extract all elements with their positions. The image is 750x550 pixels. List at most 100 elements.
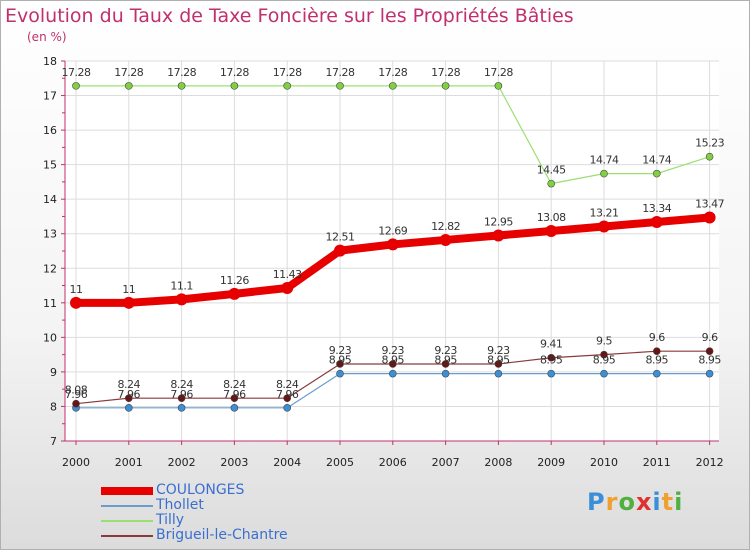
data-point — [125, 394, 133, 402]
legend-label: Thollet — [156, 497, 204, 513]
data-point — [652, 369, 661, 378]
proxiti-logo: Proxiti — [587, 488, 683, 516]
data-label: 8.24 — [170, 378, 193, 391]
data-label: 14.74 — [642, 154, 671, 167]
data-label: 9.23 — [382, 344, 405, 357]
data-point — [388, 82, 397, 90]
data-label: 7.96 — [65, 388, 88, 401]
data-point — [283, 404, 292, 412]
data-label: 14.45 — [537, 164, 566, 177]
data-label: 8.24 — [276, 378, 299, 391]
data-label: 17.28 — [431, 66, 460, 79]
data-point — [230, 82, 239, 90]
data-point — [600, 369, 608, 378]
data-point — [175, 293, 188, 306]
legend-label: Tilly — [156, 512, 185, 528]
x-tick-label: 2011 — [643, 456, 671, 469]
data-label: 11.43 — [273, 268, 302, 281]
data-label: 12.82 — [431, 220, 460, 233]
data-point — [492, 229, 505, 242]
data-label: 8.24 — [223, 378, 246, 391]
logo-letter: x — [635, 488, 653, 516]
data-label: 17.28 — [220, 66, 249, 79]
data-point — [650, 215, 663, 228]
y-tick-label: 17 — [43, 90, 57, 103]
data-point — [494, 82, 503, 90]
y-tick-label: 10 — [43, 331, 57, 344]
legend-swatch — [101, 520, 153, 522]
data-label: 9.5 — [596, 335, 612, 348]
data-label: 17.28 — [167, 66, 196, 79]
data-label: 13.47 — [695, 197, 724, 210]
y-tick-label: 7 — [50, 435, 57, 448]
data-label: 8.95 — [434, 354, 457, 367]
x-tick-label: 2008 — [484, 456, 512, 469]
data-point — [545, 224, 558, 237]
data-point — [441, 360, 450, 368]
data-point — [72, 399, 80, 408]
data-point — [336, 360, 344, 368]
data-point — [177, 82, 186, 90]
legend-swatch — [101, 487, 153, 495]
data-label: 12.51 — [326, 231, 355, 244]
data-point — [547, 369, 556, 378]
data-label: 7.96 — [276, 388, 299, 401]
data-label: 9.23 — [329, 344, 352, 357]
data-point — [386, 238, 399, 251]
data-label: 15.23 — [695, 137, 724, 150]
data-label: 11.26 — [220, 274, 249, 287]
data-point — [547, 353, 556, 362]
data-label: 17.28 — [114, 66, 143, 79]
data-point — [177, 404, 186, 412]
x-tick-label: 2000 — [62, 456, 90, 469]
data-label: 9.23 — [434, 344, 457, 357]
data-label: 11.1 — [170, 279, 193, 292]
y-tick-label: 13 — [43, 228, 57, 241]
y-tick-label: 12 — [43, 262, 57, 275]
x-tick-label: 2005 — [326, 456, 354, 469]
data-point — [72, 82, 80, 90]
legend-swatch — [101, 505, 153, 507]
y-tick-label: 8 — [50, 400, 57, 413]
data-point — [125, 82, 133, 90]
y-tick-label: 18 — [43, 55, 57, 68]
data-label: 8.95 — [329, 354, 352, 367]
data-point — [598, 220, 610, 233]
plot-area — [65, 61, 719, 441]
chart-title: Evolution du Taux de Taxe Foncière sur l… — [5, 5, 574, 27]
logo-letter: t — [661, 488, 675, 516]
data-label: 13.21 — [590, 206, 619, 219]
legend-item: COULONGES — [101, 483, 321, 499]
logo-letter: P — [587, 488, 606, 516]
x-tick-label: 2007 — [432, 456, 460, 469]
legend-label: Brigueil-le-Chantre — [156, 527, 288, 543]
data-point — [388, 369, 397, 378]
data-label: 14.74 — [590, 154, 619, 167]
y-tick-label: 15 — [43, 159, 57, 172]
data-point — [283, 394, 292, 402]
legend: COULONGES Thollet Tilly Brigueil-le-Chantre — [101, 483, 321, 544]
data-point — [441, 82, 450, 90]
x-tick-label: 2001 — [115, 456, 143, 469]
data-point — [439, 233, 452, 246]
data-label: 7.96 — [223, 388, 246, 401]
x-tick-label: 2002 — [168, 456, 196, 469]
data-point — [652, 347, 661, 355]
data-point — [230, 394, 239, 402]
data-label: 9.6 — [649, 331, 665, 344]
data-label: 9.6 — [702, 331, 718, 344]
data-point — [334, 244, 346, 257]
data-point — [703, 211, 716, 224]
data-point — [705, 347, 714, 355]
data-point — [125, 404, 133, 412]
x-tick-label: 2004 — [273, 456, 301, 469]
data-label: 11 — [122, 283, 135, 296]
data-label: 13.08 — [537, 211, 566, 224]
legend-swatch — [101, 535, 153, 537]
data-label: 8.95 — [646, 354, 669, 367]
data-point — [441, 369, 450, 378]
data-point — [70, 296, 82, 309]
data-label: 7.96 — [118, 388, 141, 401]
data-point — [177, 394, 186, 402]
